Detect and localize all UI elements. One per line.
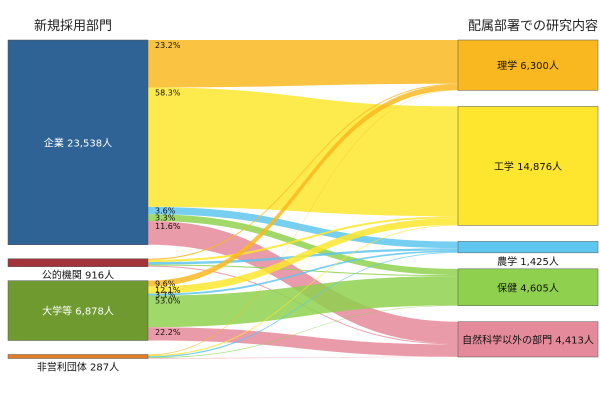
target-label-agr: 農学 1,425人: [497, 255, 559, 268]
source-label-corp: 企業 23,538人: [44, 136, 112, 149]
pct-label-univ-hlt: 53.0%: [155, 297, 181, 306]
source-node-pub: [7, 258, 149, 267]
source-label-npo: 非営利団体 287人: [37, 361, 119, 374]
source-label-univ: 大学等 6,878人: [42, 305, 114, 318]
nodes-layer: [7, 39, 599, 359]
flow-npo-hlt: [148, 305, 458, 358]
target-label-hlt: 保健 4,605人: [497, 281, 559, 294]
target-label-eng: 工学 14,876人: [494, 160, 562, 173]
pct-label-corp-sci: 23.2%: [155, 41, 181, 50]
right-header: 配属部署での研究内容: [468, 18, 598, 34]
pct-label-univ-oth: 22.2%: [155, 328, 181, 337]
pct-label-corp-agr: 3.6%: [155, 207, 176, 216]
source-node-corp: [7, 39, 149, 245]
flow-univ-oth: [148, 327, 458, 357]
flows-layer: [148, 40, 458, 359]
flow-pub-eng: [148, 216, 458, 263]
target-node-eng: [457, 106, 599, 226]
flow-corp-hlt: [148, 214, 458, 276]
flow-corp-oth: [148, 220, 458, 344]
target-node-oth: [457, 321, 599, 358]
left-header: 新規採用部門: [34, 18, 112, 34]
target-label-sci: 理学 6,300人: [497, 59, 559, 72]
flow-npo-oth: [148, 356, 458, 359]
pct-label-corp-eng: 58.3%: [155, 88, 181, 97]
flow-univ-sci: [148, 84, 458, 287]
target-node-sci: [457, 39, 599, 91]
source-node-npo: [7, 354, 149, 359]
pct-label-univ-agr: 3.1%: [155, 291, 176, 300]
flow-npo-sci: [148, 90, 458, 356]
flow-pub-sci: [148, 83, 458, 260]
source-label-pub: 公的機関 916人: [42, 269, 114, 282]
flow-univ-agr: [148, 250, 458, 296]
pct-label-corp-oth: 11.6%: [155, 222, 181, 231]
target-node-agr: [457, 241, 599, 254]
source-node-univ: [7, 280, 149, 341]
pct-label-corp-hlt: 3.3%: [155, 214, 176, 223]
flow-corp-eng: [148, 87, 458, 217]
pct-label-univ-eng: 12.1%: [155, 286, 181, 295]
target-label-oth: 自然科学以外の部門 4,413人: [462, 333, 594, 346]
flow-npo-agr: [148, 252, 458, 358]
flow-univ-eng: [148, 218, 458, 294]
target-node-hlt: [457, 268, 599, 306]
pct-label-univ-sci: 9.6%: [155, 280, 176, 289]
flow-univ-hlt: [148, 276, 458, 328]
flow-corp-sci: [148, 40, 458, 88]
flow-npo-eng: [148, 224, 458, 357]
flow-corp-agr: [148, 206, 458, 249]
flow-pub-hlt: [148, 264, 458, 277]
